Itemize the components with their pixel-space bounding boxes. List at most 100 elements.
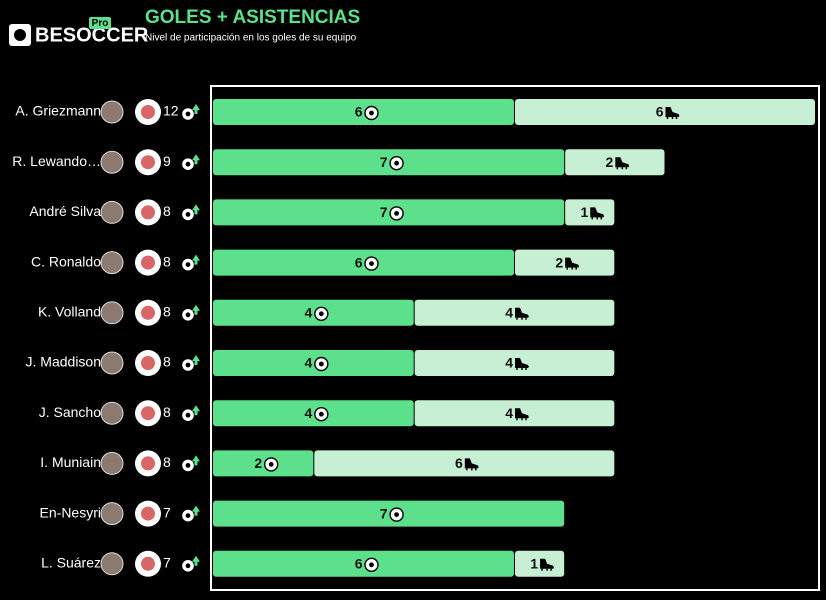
ball-icon-patch — [185, 161, 191, 167]
boot-studs — [516, 368, 527, 370]
bar-segment — [414, 400, 615, 427]
bar-value-label: 7 — [380, 505, 388, 521]
ball-icon-patch — [318, 361, 324, 367]
bar-value-label: 1 — [580, 204, 588, 220]
bar-value-label: 4 — [505, 405, 513, 421]
bar-value-label: 2 — [555, 254, 563, 270]
boot-icon — [615, 157, 630, 168]
total-label: 8 — [163, 253, 171, 269]
boot-icon — [590, 207, 605, 218]
player-name: K. Volland — [38, 304, 101, 320]
ball-icon-patch — [318, 311, 324, 317]
player-name: André Silva — [29, 203, 101, 219]
bar-value-label: 1 — [530, 556, 538, 572]
boot-icon — [665, 107, 680, 117]
bar-segment — [515, 249, 615, 276]
bar-segment — [515, 550, 565, 577]
bar-segment — [314, 450, 615, 477]
trend-arrow — [192, 154, 200, 165]
ball-icon-patch — [369, 261, 374, 266]
ball-icon-patch — [318, 411, 324, 417]
ball-icon-patch — [394, 211, 399, 216]
ball-icon-patch — [185, 463, 191, 468]
player-photo — [100, 451, 124, 475]
bar-value-label: 6 — [355, 556, 363, 572]
bar-value-label: 4 — [305, 355, 313, 371]
player-name: En-Nesyri — [40, 504, 101, 520]
player-photo — [100, 301, 124, 325]
boot-icon — [565, 257, 579, 268]
player-photo — [100, 552, 124, 576]
bar-value-label: 7 — [380, 154, 388, 170]
total-label: 8 — [163, 454, 171, 470]
bar-segment — [213, 450, 314, 477]
ball-icon-patch — [185, 312, 191, 318]
boot-icon — [540, 558, 554, 569]
bar-segment — [213, 249, 514, 276]
bar-segment — [213, 199, 565, 226]
total-label: 8 — [163, 404, 171, 420]
bar-value-label: 7 — [380, 204, 388, 220]
trend-arrow — [192, 405, 200, 416]
bar-value-label: 6 — [355, 254, 363, 270]
bar-segment — [213, 149, 565, 176]
trend-arrow — [192, 355, 200, 365]
ball-icon-patch — [369, 110, 374, 116]
bar-segment — [565, 199, 615, 226]
boot-studs — [566, 267, 577, 270]
bar-segment — [414, 350, 615, 376]
boot-studs — [516, 317, 527, 320]
ball-icon-patch — [394, 512, 399, 517]
total-label: 8 — [163, 304, 171, 320]
bar-segment — [565, 149, 665, 176]
boot-studs — [616, 167, 628, 170]
ball-icon-patch — [185, 362, 191, 368]
boot-studs — [541, 568, 552, 571]
bar-segment — [213, 500, 565, 527]
brand-badge-bg — [89, 17, 111, 29]
bar-value-label: 6 — [455, 455, 463, 471]
brand-badge: Pro — [92, 18, 109, 29]
player-photo — [100, 150, 124, 174]
boot-icon — [515, 307, 529, 318]
ball-icon-patch — [268, 462, 274, 467]
player-photo — [100, 100, 124, 124]
trend-arrow — [192, 555, 200, 566]
team-crest-inner — [141, 255, 155, 270]
boot-studs — [591, 217, 602, 220]
trend-arrow — [192, 304, 200, 315]
bar-value-label: 4 — [305, 305, 313, 321]
brand: BESOCCER — [35, 24, 149, 46]
trend-arrow — [192, 505, 200, 516]
trend-arrow — [192, 204, 200, 215]
bar-segment — [213, 550, 514, 577]
player-photo — [100, 502, 124, 526]
boot-icon — [515, 358, 529, 368]
total-label: 8 — [163, 203, 171, 219]
ball-icon-patch — [185, 262, 191, 267]
player-name: J. Maddison — [26, 354, 101, 370]
team-crest-inner — [141, 506, 155, 521]
player-name: L. Suárez — [41, 555, 101, 571]
total-label: 9 — [163, 153, 171, 169]
bar-value-label: 2 — [254, 455, 262, 471]
boot-studs — [516, 418, 527, 421]
player-photo — [100, 200, 124, 224]
logo-dot — [14, 29, 26, 41]
trend-arrow — [192, 455, 200, 466]
total-label: 7 — [163, 504, 171, 520]
ball-icon-patch — [369, 562, 374, 568]
ball-icon-patch — [185, 563, 191, 569]
team-crest-inner — [141, 305, 155, 320]
player-photo — [100, 351, 124, 375]
team-crest-inner — [141, 556, 155, 571]
bar-segment — [213, 350, 414, 376]
player-name: I. Muniain — [40, 454, 101, 470]
trend-arrow — [192, 254, 200, 265]
boot-studs — [466, 468, 477, 471]
total-label: 7 — [163, 555, 171, 571]
bar-segment — [213, 299, 414, 326]
bar-value-label: 6 — [656, 104, 664, 120]
